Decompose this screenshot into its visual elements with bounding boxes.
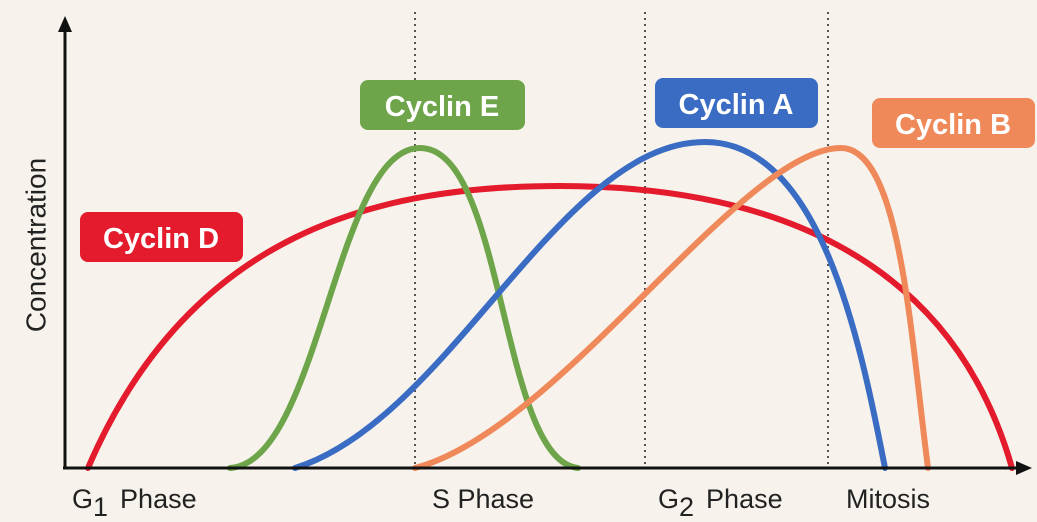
cyclin-a-curve xyxy=(292,138,888,471)
label-box xyxy=(360,80,525,130)
phase-name: G xyxy=(72,484,93,514)
cyclin-d-curve xyxy=(85,182,1015,471)
label-box xyxy=(872,98,1035,148)
phase-name: G xyxy=(658,484,679,514)
cyclin-label: Cyclin A xyxy=(679,89,794,121)
cyclin-b-curve xyxy=(412,144,931,471)
cyclin-label: Cyclin B xyxy=(895,109,1011,141)
cyclin-e-curve xyxy=(227,144,581,471)
phase-subscript: 1 xyxy=(93,492,108,522)
phase-label: S Phase xyxy=(432,484,534,514)
y-axis-arrow xyxy=(58,16,72,32)
y-axis-label: Concentration xyxy=(20,158,51,332)
phase-label: Mitosis xyxy=(846,484,930,514)
phase-subscript: 2 xyxy=(679,492,694,522)
phase-word: Phase xyxy=(706,484,783,514)
phase-label: G2 Phase xyxy=(658,484,783,522)
cyclin-label: Cyclin D xyxy=(103,223,219,255)
label-box xyxy=(80,212,243,262)
phase-label: G1 Phase xyxy=(72,484,197,522)
cyclin-label: Cyclin E xyxy=(385,91,499,123)
label-box xyxy=(655,78,818,128)
x-axis-arrow xyxy=(1016,461,1032,475)
phase-word: Phase xyxy=(120,484,197,514)
